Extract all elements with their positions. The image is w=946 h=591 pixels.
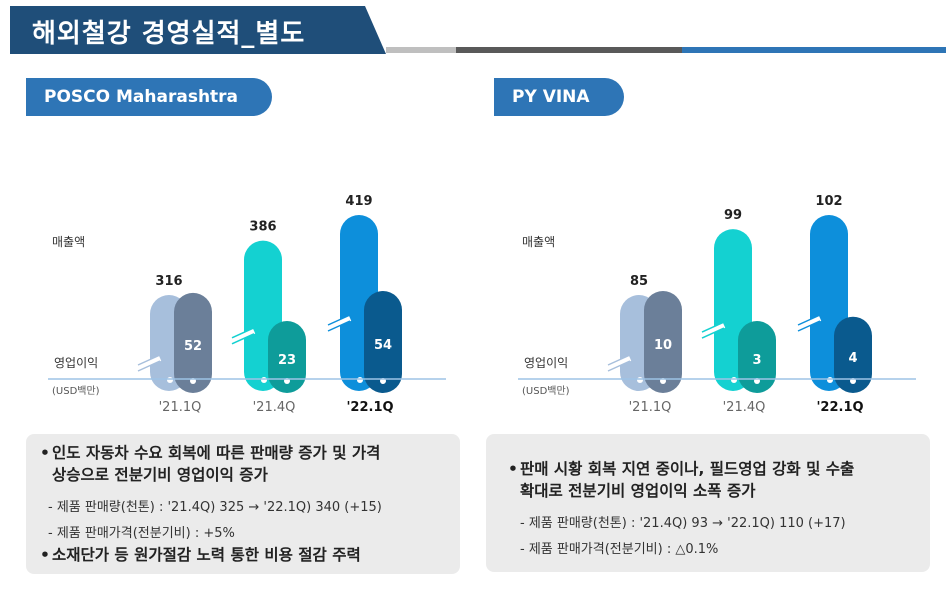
tab-py-vina[interactable]: PY VINA <box>494 78 624 116</box>
sales-marker <box>167 377 173 383</box>
period-label: '21.1Q <box>629 400 672 415</box>
page-title: 해외철강 경영실적_별도 <box>32 19 306 49</box>
axis-break-mark <box>606 354 632 372</box>
bullet-dot: • <box>40 546 50 564</box>
op-axis-label: 영업이익 <box>524 356 568 370</box>
axis-break-mark <box>700 321 726 339</box>
op-bar <box>738 321 776 393</box>
sales-marker <box>637 377 643 383</box>
break-line <box>701 327 725 339</box>
period-label: '21.4Q <box>723 400 766 415</box>
axis-break-mark <box>796 314 822 332</box>
op-bar <box>268 321 306 393</box>
break-line <box>606 355 632 371</box>
op-bar <box>834 316 872 393</box>
sales-value: 316 <box>155 274 182 289</box>
title-stripe-dark <box>456 47 682 53</box>
op-value: 23 <box>278 353 296 368</box>
note-line: 인도 자동차 수요 회복에 따른 판매량 증가 및 가격 <box>52 444 381 462</box>
break-line <box>327 320 351 332</box>
op-axis-label: 영업이익 <box>54 356 98 370</box>
unit-label: (USD백만) <box>522 385 570 397</box>
page-title-bar: 해외철강 경영실적_별도 <box>10 6 386 54</box>
note-line: 소재단가 등 원가절감 노력 통한 비용 절감 주력 <box>52 546 361 564</box>
bullet-dot: • <box>40 444 50 462</box>
break-line <box>231 333 255 345</box>
py-vina-notes-box: • 판매 시황 회복 지연 중이나, 필드영업 강화 및 수출 확대로 전분기비… <box>486 434 930 572</box>
axis-break-mark <box>136 354 162 372</box>
break-line <box>230 328 256 344</box>
op-value: 4 <box>848 351 857 366</box>
note-line: 확대로 전분기비 영업이익 소폭 증가 <box>520 482 756 500</box>
bullet-dot: • <box>508 460 518 478</box>
note-bullet: • 판매 시황 회복 지연 중이나, 필드영업 강화 및 수출 확대로 전분기비… <box>508 458 920 502</box>
posco-notes-box: • 인도 자동차 수요 회복에 따른 판매량 증가 및 가격 상승으로 전분기비… <box>26 434 460 574</box>
op-bar <box>364 291 402 393</box>
note-line: 상승으로 전분기비 영업이익 증가 <box>52 466 268 484</box>
axis-break-mark <box>230 327 256 345</box>
sales-marker <box>357 377 363 383</box>
tab-posco-maharashtra[interactable]: POSCO Maharashtra <box>26 78 272 116</box>
break-line <box>797 314 821 326</box>
title-stripe-blue <box>682 47 946 53</box>
break-line <box>231 327 255 339</box>
axis-break-mark <box>326 314 352 332</box>
sales-marker <box>827 377 833 383</box>
period-label: '21.4Q <box>253 400 296 415</box>
break-line <box>701 321 725 333</box>
period-label: '22.1Q <box>816 400 863 415</box>
unit-label: (USD백만) <box>52 385 100 397</box>
break-line <box>797 320 821 332</box>
op-value: 52 <box>184 339 202 354</box>
note-bullet: • 소재단가 등 원가절감 노력 통한 비용 절감 주력 <box>40 544 452 566</box>
sales-value: 99 <box>724 208 742 223</box>
op-value: 54 <box>374 338 392 353</box>
sales-axis-label: 매출액 <box>52 235 85 249</box>
note-bullet: • 인도 자동차 수요 회복에 따른 판매량 증가 및 가격 상승으로 전분기비… <box>40 442 452 486</box>
op-bar <box>644 291 682 393</box>
note-sub: - 제품 판매량(천톤) : '21.4Q) 325 → '22.1Q) 340… <box>48 500 382 515</box>
sales-marker <box>731 377 737 383</box>
sales-axis-label: 매출액 <box>522 235 555 249</box>
break-line <box>137 360 161 372</box>
note-sub: - 제품 판매량(천톤) : '21.4Q) 93 → '22.1Q) 110 … <box>520 516 846 531</box>
break-line <box>607 354 631 366</box>
break-line <box>136 355 162 371</box>
title-background <box>10 6 386 54</box>
break-line <box>137 354 161 366</box>
break-line <box>700 322 726 338</box>
sales-value: 85 <box>630 274 648 289</box>
sales-value: 419 <box>345 194 372 209</box>
period-label: '21.1Q <box>159 400 202 415</box>
sales-value: 386 <box>249 220 276 235</box>
break-line <box>326 315 352 331</box>
note-line: 판매 시황 회복 지연 중이나, 필드영업 강화 및 수출 <box>520 460 855 478</box>
op-value: 10 <box>654 338 672 353</box>
sales-value: 102 <box>815 194 842 209</box>
break-line <box>796 315 822 331</box>
note-sub: - 제품 판매가격(전분기비) : +5% <box>48 526 235 541</box>
title-stripe-gray <box>386 47 456 53</box>
sales-marker <box>261 377 267 383</box>
break-line <box>327 314 351 326</box>
note-sub: - 제품 판매가격(전분기비) : △0.1% <box>520 542 719 557</box>
period-label: '22.1Q <box>346 400 393 415</box>
op-value: 3 <box>752 353 761 368</box>
op-bar <box>174 292 212 393</box>
break-line <box>607 360 631 372</box>
